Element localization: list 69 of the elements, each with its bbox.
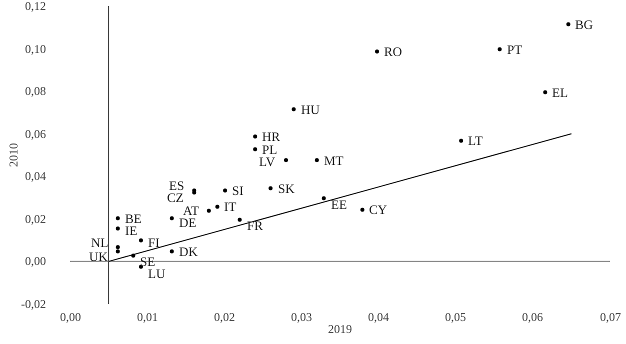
annotation: EE <box>331 197 347 212</box>
annotation: LV <box>259 154 276 169</box>
annotation: EL <box>552 85 568 100</box>
annotation: FI <box>148 235 160 250</box>
point <box>253 134 258 138</box>
annotation: RO <box>384 44 402 59</box>
annotation: PT <box>507 42 522 57</box>
annotation: NL <box>91 235 108 250</box>
annotation: SK <box>278 181 296 196</box>
y-tick-label: 0,12 <box>25 0 46 13</box>
x-tick-label: 0,03 <box>291 310 312 324</box>
annotation: FR <box>247 218 264 233</box>
y-tick-label: -0,02 <box>21 297 46 311</box>
x-tick-label: 0,02 <box>214 310 235 324</box>
point <box>116 249 120 254</box>
y-tick-label: 0,02 <box>25 212 46 226</box>
point <box>543 90 548 94</box>
point <box>223 188 228 193</box>
point <box>138 238 143 242</box>
y-tick-label: 0,04 <box>25 169 46 183</box>
point <box>322 196 326 200</box>
point <box>238 218 242 222</box>
point <box>116 216 120 220</box>
point <box>284 158 288 162</box>
point <box>459 138 464 143</box>
annotation: LT <box>468 133 483 148</box>
y-axis-title: 2010 <box>6 143 20 167</box>
annotation: HR <box>262 129 280 144</box>
point <box>314 158 319 162</box>
point <box>360 208 364 212</box>
annotation: BE <box>125 211 142 226</box>
annotation: DK <box>179 244 198 259</box>
point <box>116 245 120 250</box>
y-tick-label: 0,00 <box>25 254 46 268</box>
x-tick-label: 0,00 <box>60 310 81 324</box>
annotation: DE <box>179 215 196 230</box>
y-tick-label: 0,08 <box>25 84 46 98</box>
x-tick-label: 0,05 <box>445 310 466 324</box>
annotation: IT <box>224 199 236 214</box>
point <box>170 249 174 254</box>
point <box>206 208 211 213</box>
point <box>566 22 570 26</box>
y-tick-label: 0,06 <box>25 127 46 141</box>
annotation: ES <box>169 178 184 193</box>
annotation: MT <box>324 153 344 168</box>
annotation: AT <box>183 203 199 218</box>
point <box>116 226 120 230</box>
x-tick-label: 0,06 <box>522 310 543 324</box>
x-tick-label: 0,01 <box>137 310 158 324</box>
annotation: SI <box>232 183 244 198</box>
annotation: CY <box>369 202 388 217</box>
y-tick-label: 0,10 <box>25 42 46 56</box>
annotation: HU <box>301 102 320 117</box>
x-tick-label: 0,04 <box>368 310 389 324</box>
point <box>375 50 380 54</box>
point <box>253 147 258 152</box>
x-axis-title: 2019 <box>328 322 352 336</box>
point <box>268 186 273 190</box>
annotation: IE <box>125 223 138 238</box>
annotation: BG <box>575 17 594 32</box>
point <box>498 47 502 52</box>
annotation: CZ <box>167 190 184 205</box>
x-tick-label: 0,07 <box>600 310 621 324</box>
annotation: PL <box>262 142 278 157</box>
point <box>292 107 296 112</box>
point <box>215 204 220 209</box>
annotation: LU <box>148 266 166 281</box>
annotation: UK <box>89 249 108 264</box>
point <box>170 216 174 220</box>
